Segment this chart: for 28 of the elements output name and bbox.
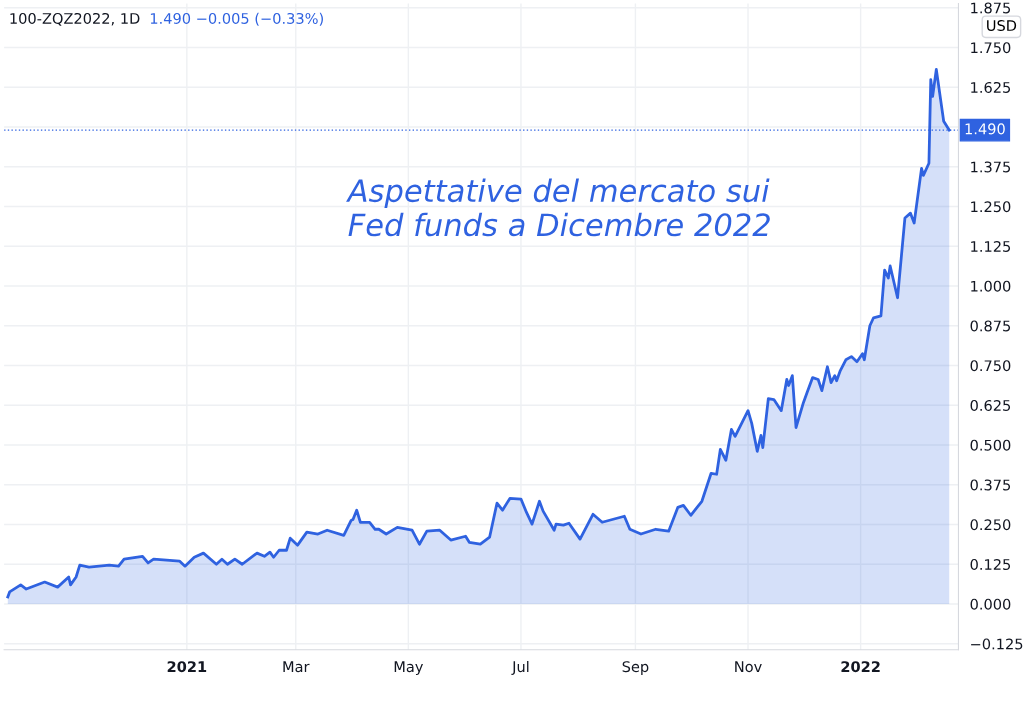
y-tick-label: 0.250 [970, 519, 1011, 531]
x-tick-label: Nov [735, 661, 762, 673]
y-tick-label: 0.750 [970, 360, 1011, 372]
y-tick-label: 1.750 [971, 42, 1011, 54]
x-tick-label: 2022 [841, 661, 880, 673]
y-tick-label: 1.250 [971, 201, 1011, 213]
annotation: Aspettative del mercato sui Fed funds a Dicembre 2022 [346, 178, 770, 237]
y-tick-label: 0.500 [970, 439, 1011, 451]
x-tick-label: Mar [283, 661, 310, 673]
y-tick-label: 0.875 [970, 320, 1011, 332]
x-tick-label: 2021 [167, 661, 207, 673]
x-tick-label: May [394, 661, 423, 676]
x-tick-label: Sep [622, 661, 649, 676]
y-tick-label: 0.125 [970, 558, 1011, 570]
text: 1.490 −0.005 (−0.33%) [150, 12, 323, 26]
y-tick-label: 0.000 [970, 598, 1011, 610]
y-tick-label: 1.125 [971, 240, 1011, 252]
y-tick-label: 0.625 [970, 399, 1011, 411]
x-tick-label: Jul [511, 660, 529, 675]
y-tick-label: −0.125 [971, 638, 1023, 650]
y-axis-title: USD [987, 20, 1017, 32]
y-tick-label: 1.625 [971, 81, 1011, 93]
y-tick-label: 1.000 [971, 280, 1011, 292]
y-tick-label: 1.375 [971, 161, 1011, 173]
y-tick-label: 0.375 [970, 479, 1011, 491]
y-tick-label: 1.875 [971, 2, 1011, 14]
text: 100-ZQZ2022, 1D [10, 12, 140, 26]
ref-line-label: 1.490 [965, 123, 1005, 135]
